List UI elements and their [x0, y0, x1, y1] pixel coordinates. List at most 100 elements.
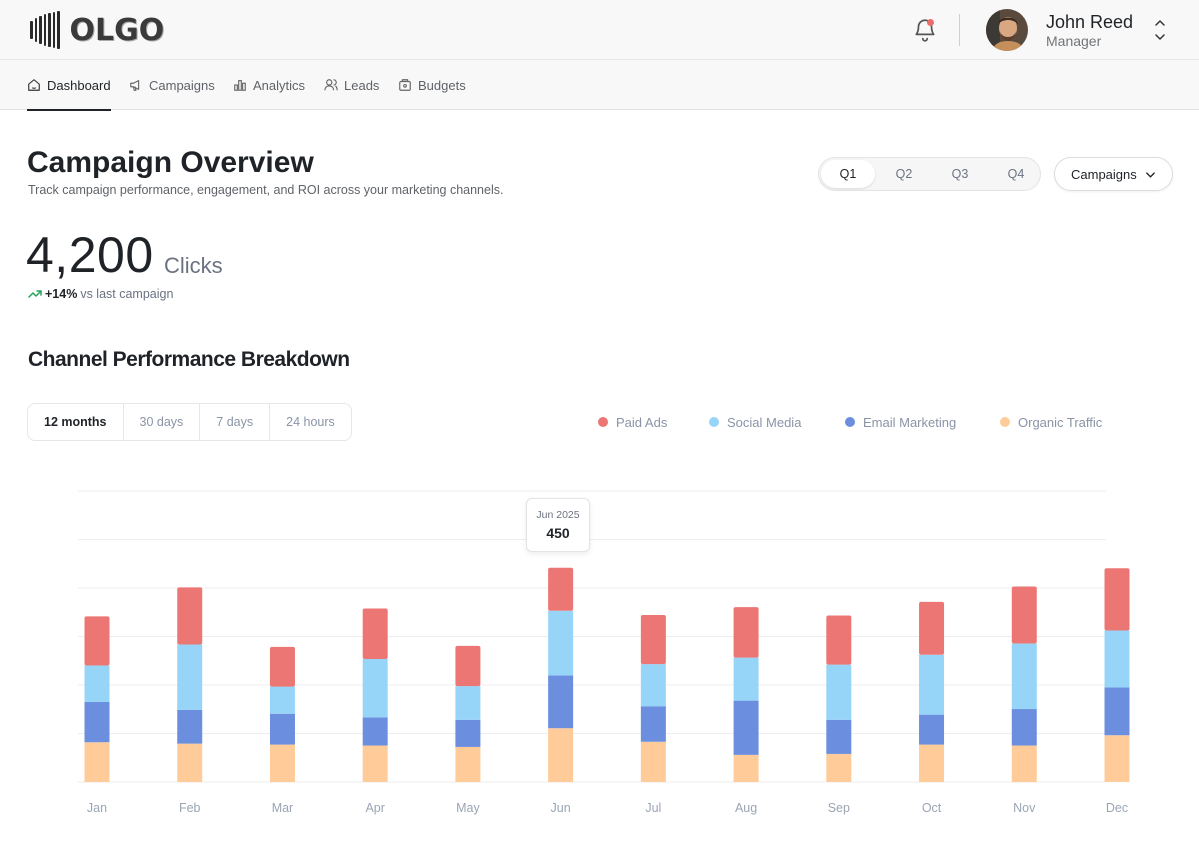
bar-segment-organic-traffic[interactable] — [269, 744, 295, 782]
quarter-button-q4[interactable]: Q4 — [1007, 167, 1025, 181]
avatar[interactable] — [986, 9, 1028, 51]
bar-segment-email-marketing[interactable] — [269, 713, 295, 745]
x-tick-label: May — [456, 801, 480, 815]
bar-segment-paid-ads[interactable] — [640, 615, 666, 665]
bar-segment-paid-ads[interactable] — [177, 587, 203, 645]
bar-segment-organic-traffic[interactable] — [455, 746, 481, 782]
bar-segment-email-marketing[interactable] — [177, 709, 203, 744]
bar-segment-paid-ads[interactable] — [362, 608, 388, 659]
bar-segment-email-marketing[interactable] — [84, 702, 110, 743]
tooltip-label: Jun 2025 — [536, 509, 580, 521]
legend-item-email-marketing: Email Marketing — [845, 414, 956, 430]
legend-item-organic-traffic: Organic Traffic — [1000, 414, 1102, 430]
bar-segment-email-marketing[interactable] — [1011, 709, 1037, 746]
bar-segment-email-marketing[interactable] — [362, 717, 388, 746]
x-tick-label: Feb — [179, 801, 201, 815]
bar-segment-email-marketing[interactable] — [733, 700, 759, 755]
bar-segment-social-media[interactable] — [919, 654, 945, 715]
quarter-button-q1[interactable]: Q1 — [821, 160, 875, 188]
quarter-button-q3[interactable]: Q3 — [951, 167, 969, 181]
bar-segment-organic-traffic[interactable] — [733, 754, 759, 782]
range-button-24-hours[interactable]: 24 hours — [286, 415, 335, 429]
range-button-12-months[interactable]: 12 months — [28, 404, 124, 440]
bar-segment-organic-traffic[interactable] — [1011, 745, 1037, 782]
quarter-button-q2[interactable]: Q2 — [895, 167, 913, 181]
bar-segment-email-marketing[interactable] — [1104, 687, 1130, 736]
home-icon — [28, 79, 40, 91]
bar-segment-social-media[interactable] — [1011, 643, 1037, 710]
nav-item-campaigns[interactable]: Campaigns — [129, 60, 215, 110]
nav-item-budgets[interactable]: Budgets — [398, 60, 466, 110]
kpi-trend: +14% vs last campaign — [28, 287, 173, 301]
bar-segment-organic-traffic[interactable] — [919, 744, 945, 782]
legend-dot — [709, 417, 719, 427]
top-bar: OLGO John Reed Manager — [0, 0, 1199, 60]
bar-segment-organic-traffic[interactable] — [548, 728, 574, 782]
section-title: Channel Performance Breakdown — [28, 348, 350, 371]
legend-item-social-media: Social Media — [709, 414, 801, 430]
legend-label: Paid Ads — [616, 414, 668, 430]
bar-segment-paid-ads[interactable] — [548, 567, 574, 611]
bar-segment-paid-ads[interactable] — [1104, 568, 1130, 631]
notification-dot — [927, 19, 934, 26]
bar-segment-social-media[interactable] — [177, 644, 203, 710]
bar-segment-organic-traffic[interactable] — [640, 741, 666, 782]
x-tick-label: Mar — [272, 801, 294, 815]
page-title: Campaign Overview — [27, 146, 314, 179]
bar-segment-paid-ads[interactable] — [733, 607, 759, 658]
bar-segment-email-marketing[interactable] — [826, 719, 852, 754]
x-tick-label: Dec — [1106, 801, 1128, 815]
bar-segment-social-media[interactable] — [1104, 630, 1130, 688]
chevron-up-down-icon[interactable] — [1150, 16, 1170, 44]
bar-segment-social-media[interactable] — [733, 657, 759, 701]
kpi-value: 4,200 — [26, 227, 154, 283]
logo[interactable]: OLGO — [30, 11, 164, 49]
bar-segment-organic-traffic[interactable] — [177, 743, 203, 782]
bar-segment-paid-ads[interactable] — [1011, 586, 1037, 644]
bar-segment-social-media[interactable] — [84, 665, 110, 703]
x-tick-label: Nov — [1013, 801, 1036, 815]
nav-item-dashboard[interactable]: Dashboard — [27, 60, 111, 111]
bar-segment-social-media[interactable] — [362, 658, 388, 718]
bar-segment-email-marketing[interactable] — [640, 706, 666, 742]
bar-segment-social-media[interactable] — [455, 686, 481, 720]
notification-bell-icon[interactable] — [912, 17, 938, 43]
bar-chart-icon — [234, 80, 246, 91]
bar-segment-paid-ads[interactable] — [269, 646, 295, 687]
bar-segment-organic-traffic[interactable] — [1104, 735, 1130, 782]
bar-segment-paid-ads[interactable] — [84, 616, 110, 666]
wallet-icon — [399, 79, 411, 91]
bar-segment-social-media[interactable] — [548, 610, 574, 676]
range-button-30-days[interactable]: 30 days — [124, 404, 201, 440]
bar-segment-social-media[interactable] — [640, 664, 666, 707]
range-button-7-days[interactable]: 7 days — [200, 404, 271, 440]
nav-label: Budgets — [418, 77, 466, 93]
nav-label: Leads — [344, 77, 380, 93]
bar-segment-paid-ads[interactable] — [919, 601, 945, 655]
bar-segment-paid-ads[interactable] — [826, 615, 852, 665]
bar-segment-social-media[interactable] — [269, 686, 295, 714]
nav-label: Dashboard — [47, 77, 111, 93]
x-tick-label: Jan — [87, 801, 107, 815]
nav-item-analytics[interactable]: Analytics — [233, 60, 305, 110]
megaphone-icon — [130, 80, 140, 91]
bar-segment-organic-traffic[interactable] — [84, 742, 110, 782]
nav-item-leads[interactable]: Leads — [324, 60, 379, 110]
user-role: Manager — [1046, 33, 1102, 49]
kpi-change: +14% — [45, 287, 78, 301]
legend-label: Social Media — [727, 414, 802, 430]
bar-segment-email-marketing[interactable] — [919, 714, 945, 745]
time-range-selector: 12 months 30 days 7 days 24 hours — [27, 403, 352, 441]
bar-segment-social-media[interactable] — [826, 664, 852, 720]
bar-segment-organic-traffic[interactable] — [362, 745, 388, 782]
campaign-filter-dropdown[interactable]: Campaigns — [1054, 157, 1173, 191]
bar-segment-email-marketing[interactable] — [455, 719, 481, 747]
main-nav: Dashboard Campaigns Analytics Leads Budg… — [0, 60, 1199, 111]
bar-segment-organic-traffic[interactable] — [826, 753, 852, 782]
users-icon — [324, 79, 338, 91]
bar-segment-paid-ads[interactable] — [455, 645, 481, 687]
bar-segment-email-marketing[interactable] — [548, 675, 574, 729]
kpi-comparison: vs last campaign — [80, 287, 174, 301]
nav-label: Campaigns — [149, 77, 215, 93]
logo-text: OLGO — [69, 12, 165, 48]
